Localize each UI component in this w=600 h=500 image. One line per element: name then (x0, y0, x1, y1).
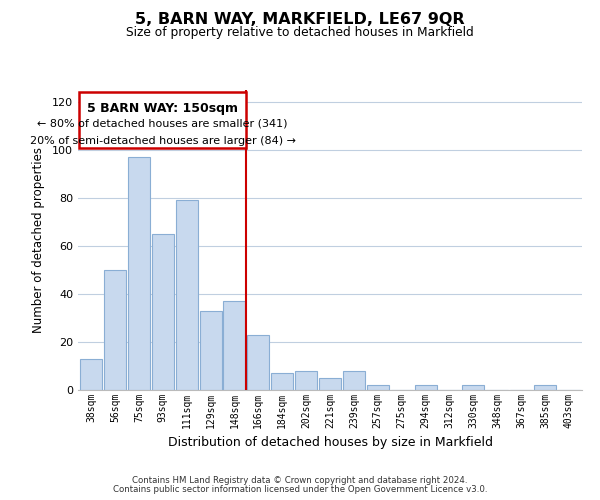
Text: Contains public sector information licensed under the Open Government Licence v3: Contains public sector information licen… (113, 485, 487, 494)
Bar (463, 385, 484, 390)
Bar (80, 359, 102, 390)
Bar (200, 311, 221, 390)
Text: 5 BARN WAY: 150sqm: 5 BARN WAY: 150sqm (87, 102, 238, 115)
Bar (343, 371, 365, 390)
Bar (247, 335, 269, 390)
Y-axis label: Number of detached properties: Number of detached properties (32, 147, 45, 333)
Bar (152, 234, 174, 390)
Bar (319, 378, 341, 390)
Bar (223, 301, 245, 390)
Bar (415, 385, 437, 390)
Bar (534, 385, 556, 390)
Bar (271, 373, 293, 390)
Text: Size of property relative to detached houses in Markfield: Size of property relative to detached ho… (126, 26, 474, 39)
Bar (295, 371, 317, 390)
Bar (128, 157, 150, 390)
Text: Contains HM Land Registry data © Crown copyright and database right 2024.: Contains HM Land Registry data © Crown c… (132, 476, 468, 485)
Bar (104, 270, 126, 390)
Bar (176, 200, 197, 390)
X-axis label: Distribution of detached houses by size in Markfield: Distribution of detached houses by size … (167, 436, 493, 450)
Text: ← 80% of detached houses are smaller (341): ← 80% of detached houses are smaller (34… (37, 119, 288, 129)
Text: 20% of semi-detached houses are larger (84) →: 20% of semi-detached houses are larger (… (29, 136, 296, 145)
FancyBboxPatch shape (79, 92, 247, 148)
Text: 5, BARN WAY, MARKFIELD, LE67 9QR: 5, BARN WAY, MARKFIELD, LE67 9QR (135, 12, 465, 28)
Bar (367, 385, 389, 390)
